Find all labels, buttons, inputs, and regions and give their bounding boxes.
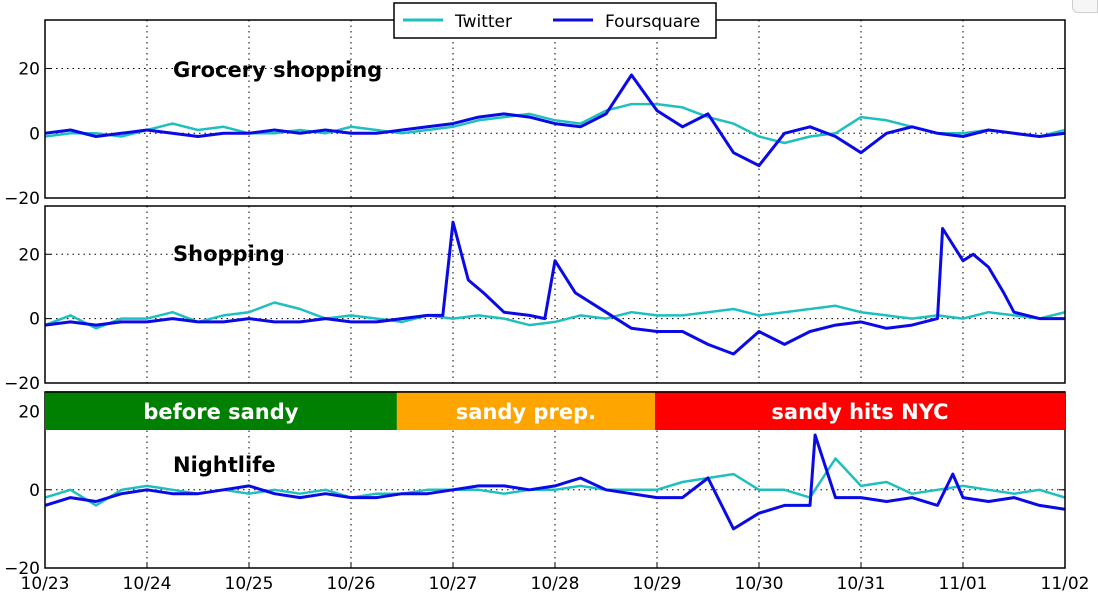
y-tick-label-0-2: 20	[18, 60, 40, 80]
y-tick-label-0-0: −20	[4, 189, 40, 209]
x-tick-label-10: 11/02	[1041, 574, 1090, 594]
legend-label-foursquare: Foursquare	[605, 12, 700, 32]
x-tick-label-5: 10/28	[531, 574, 580, 594]
y-tick-label-1-0: −20	[4, 374, 40, 394]
x-tick-label-3: 10/26	[327, 574, 376, 594]
phase-label-2: sandy hits NYC	[771, 400, 948, 424]
phase-band-1	[396, 392, 655, 430]
phase-band-2	[654, 392, 1065, 430]
legend: Twitter Foursquare	[393, 2, 717, 39]
x-tick-label-7: 10/30	[735, 574, 784, 594]
series-line-twitter-0	[45, 102, 1065, 145]
x-tick-label-8: 10/31	[837, 574, 886, 594]
x-tick-label-2: 10/25	[225, 574, 274, 594]
panel-0: −20 0 20 Grocery shopping	[4, 19, 1066, 209]
x-tick-label-4: 10/27	[429, 574, 478, 594]
y-tick-label-1-1: 0	[29, 310, 40, 330]
y-tick-label-2-1: 0	[29, 481, 40, 501]
x-axis: 10/23 10/24 10/25 10/26 10/27 10/28 10/29 10/30…	[21, 562, 1090, 594]
panel-title-0: Grocery shopping	[173, 58, 382, 82]
series-line-foursquare-1	[45, 220, 1065, 356]
panel-frame-1	[44, 205, 1066, 384]
x-tick-label-0: 10/23	[21, 574, 70, 594]
panel-2: −20 0 20 Nightlife	[4, 391, 1066, 579]
panel-1: −20 0 20 Shopping	[4, 205, 1066, 394]
panel-title-2: Nightlife	[173, 453, 276, 477]
x-tick-label-1: 10/24	[123, 574, 172, 594]
y-tick-label-2-2: 20	[18, 403, 40, 423]
legend-label-twitter: Twitter	[454, 12, 512, 32]
phase-label-1: sandy prep.	[456, 400, 596, 424]
x-tick-label-9: 11/01	[939, 574, 988, 594]
y-tick-label-0-1: 0	[29, 124, 40, 144]
series-line-foursquare-0	[45, 73, 1065, 168]
y-tick-label-2-0: −20	[4, 559, 40, 579]
panel-title-1: Shopping	[173, 242, 285, 266]
phase-band-0	[45, 392, 397, 430]
x-tick-label-6: 10/29	[633, 574, 682, 594]
panels-layer: −20 0 20 Grocery shopping −20 0 20 Shopping −20 0…	[4, 19, 1066, 579]
series-line-twitter-1	[45, 301, 1065, 330]
phase-bar: before sandy sandy prep. sandy hits NYC	[45, 391, 1065, 430]
series-line-foursquare-2	[45, 433, 1065, 531]
phase-label-0: before sandy	[143, 400, 298, 424]
y-tick-label-1-2: 20	[18, 245, 40, 265]
